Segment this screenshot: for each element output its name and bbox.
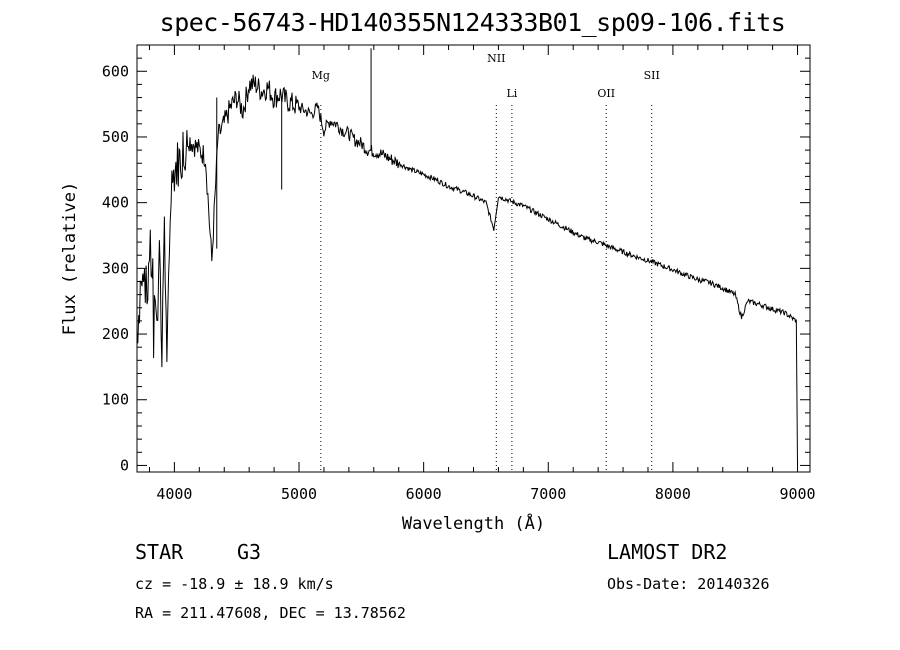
spectrum-series [136, 48, 798, 466]
y-axis-label: Flux (relative) [60, 182, 80, 336]
y-tick-label: 100 [102, 391, 129, 409]
y-tick-label: 500 [102, 128, 129, 146]
y-tick-label: 300 [102, 259, 129, 277]
line-marker-label: SII [644, 69, 660, 82]
line-marker-label: Li [506, 87, 517, 100]
line-markers: Mg NII Li OII SII [312, 52, 660, 472]
x-axis-label: Wavelength (Å) [402, 512, 545, 534]
x-tick-label: 5000 [281, 485, 317, 503]
survey-name: LAMOST DR2 [607, 540, 728, 564]
spectrum-line [136, 74, 798, 466]
y-tick-label: 400 [102, 194, 129, 212]
redshift-value: cz = -18.9 ± 18.9 km/s [135, 575, 334, 593]
x-tick-label: 8000 [655, 485, 691, 503]
x-tick-label: 4000 [156, 485, 192, 503]
line-marker-label: OII [597, 87, 615, 100]
y-tick-label: 600 [102, 62, 129, 80]
line-marker-label: NII [487, 52, 505, 65]
x-tick-label: 7000 [530, 485, 566, 503]
x-tick-label: 6000 [406, 485, 442, 503]
plot-frame [136, 44, 811, 473]
chart-title: spec-56743-HD140355N124333B01_sp09-106.f… [159, 8, 786, 37]
line-marker-label: Mg [312, 69, 330, 82]
object-subclass: G3 [237, 540, 262, 564]
object-class: STAR [135, 540, 184, 564]
observation-date: Obs-Date: 20140326 [607, 575, 770, 593]
coordinates: RA = 211.47608, DEC = 13.78562 [135, 604, 406, 622]
axis-labels: Wavelength (Å) Flux (relative) [60, 182, 545, 534]
x-tick-label: 9000 [779, 485, 815, 503]
y-tick-label: 0 [120, 456, 129, 474]
y-tick-label: 200 [102, 325, 129, 343]
axes-frame: 4000 5000 6000 7000 8000 9000 0 100 200 300 400 500… [102, 44, 816, 503]
